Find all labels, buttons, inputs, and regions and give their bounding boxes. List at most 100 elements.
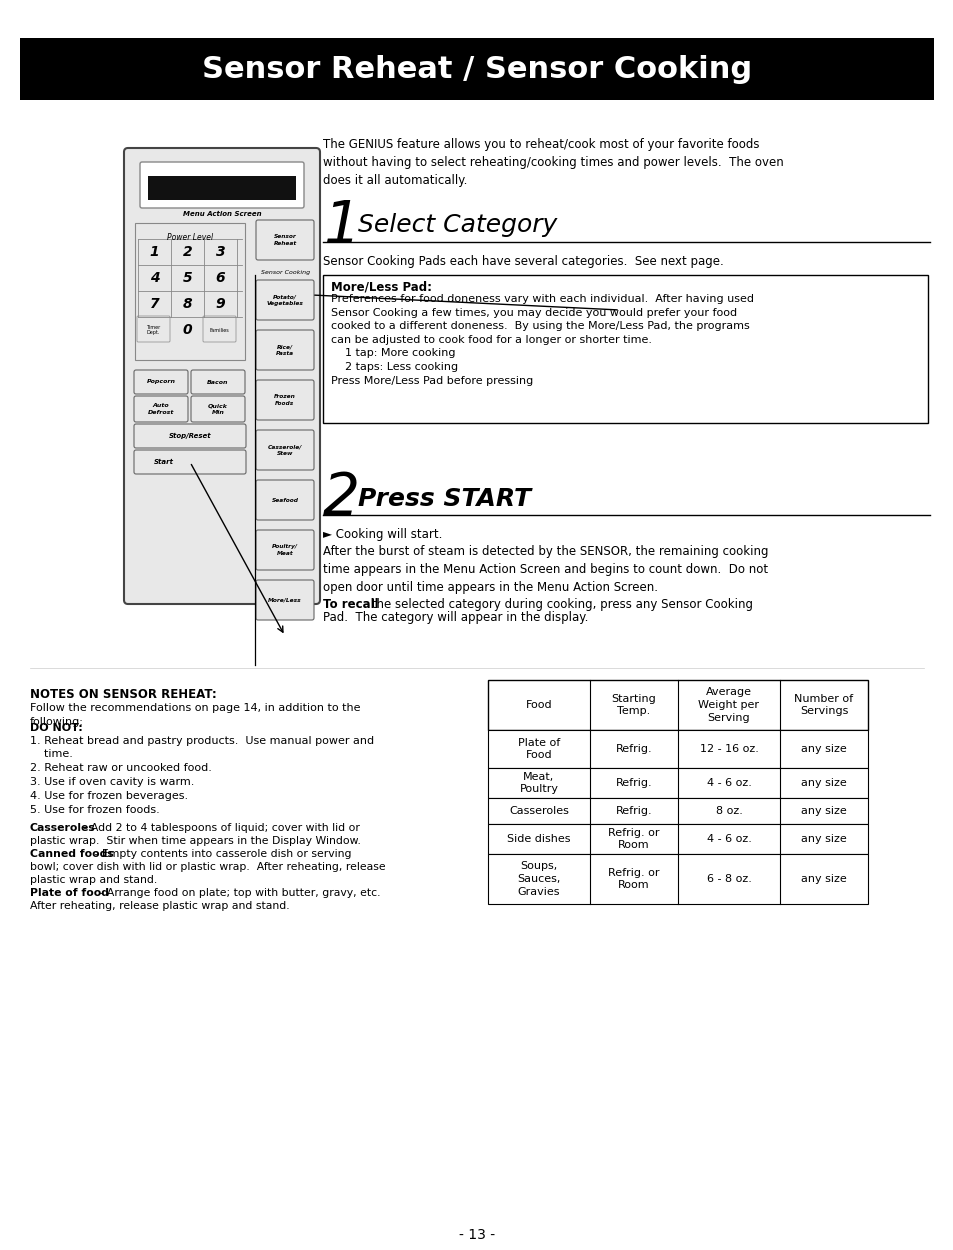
Text: - Add 2 to 4 tablespoons of liquid; cover with lid or: - Add 2 to 4 tablespoons of liquid; cove…	[80, 822, 360, 832]
Text: Refrig. or
Room: Refrig. or Room	[608, 867, 659, 890]
Text: After reheating, release plastic wrap and stand.: After reheating, release plastic wrap an…	[30, 901, 290, 911]
FancyBboxPatch shape	[137, 316, 170, 342]
Text: Seafood: Seafood	[272, 498, 298, 502]
Text: 4 - 6 oz.: 4 - 6 oz.	[706, 834, 751, 844]
Text: any size: any size	[801, 874, 846, 884]
Text: Pad.  The category will appear in the display.: Pad. The category will appear in the dis…	[323, 611, 588, 624]
Text: 1. Reheat bread and pastry products.  Use manual power and
    time.: 1. Reheat bread and pastry products. Use…	[30, 736, 374, 759]
Text: Popcorn: Popcorn	[147, 380, 175, 385]
Text: Sensor
Reheat: Sensor Reheat	[274, 235, 296, 245]
Text: Refrig.: Refrig.	[615, 744, 652, 754]
Text: The GENIUS feature allows you to reheat/cook most of your favorite foods
without: The GENIUS feature allows you to reheat/…	[323, 138, 783, 188]
Text: DO NOT:: DO NOT:	[30, 722, 83, 732]
Text: 9: 9	[215, 298, 225, 311]
Text: Sensor Cooking: Sensor Cooking	[261, 270, 311, 275]
Text: 1: 1	[150, 245, 159, 259]
FancyBboxPatch shape	[140, 162, 304, 208]
Text: 8: 8	[182, 298, 193, 311]
Text: Auto
Defrost: Auto Defrost	[148, 404, 174, 415]
Text: Follow the recommendations on page 14, in addition to the
following:: Follow the recommendations on page 14, i…	[30, 703, 360, 728]
Text: - 13 -: - 13 -	[458, 1228, 495, 1242]
Text: Potato/
Vegetables: Potato/ Vegetables	[266, 295, 303, 305]
Text: 2: 2	[182, 245, 193, 259]
FancyBboxPatch shape	[255, 280, 314, 320]
Text: Refrig.: Refrig.	[615, 806, 652, 816]
Bar	[148, 176, 295, 200]
FancyBboxPatch shape	[133, 370, 188, 394]
Text: any size: any size	[801, 834, 846, 844]
Text: 7: 7	[150, 298, 159, 311]
Text: After the burst of steam is detected by the SENSOR, the remaining cooking
time a: After the burst of steam is detected by …	[323, 545, 768, 594]
FancyBboxPatch shape	[133, 396, 188, 422]
FancyBboxPatch shape	[133, 450, 246, 474]
Bar	[488, 680, 867, 730]
Bar	[488, 854, 867, 904]
FancyBboxPatch shape	[255, 220, 314, 260]
Bar	[488, 768, 867, 798]
Text: 8 oz.: 8 oz.	[715, 806, 741, 816]
Text: 12 - 16 oz.: 12 - 16 oz.	[699, 744, 758, 754]
Text: Bacon: Bacon	[207, 380, 229, 385]
Text: More/Less Pad:: More/Less Pad:	[331, 281, 432, 294]
FancyBboxPatch shape	[191, 396, 245, 422]
Text: Power Level: Power Level	[167, 232, 213, 242]
FancyBboxPatch shape	[203, 316, 235, 342]
FancyBboxPatch shape	[255, 580, 314, 620]
Text: Quick
Min: Quick Min	[208, 404, 228, 415]
Text: Select Category: Select Category	[357, 213, 557, 238]
Text: 4: 4	[150, 271, 159, 285]
Text: 5. Use for frozen foods.: 5. Use for frozen foods.	[30, 805, 159, 815]
Text: Rice/
Pasta: Rice/ Pasta	[275, 345, 294, 355]
Text: 2. Reheat raw or uncooked food.: 2. Reheat raw or uncooked food.	[30, 762, 212, 772]
Text: Casseroles: Casseroles	[509, 806, 568, 816]
Bar	[323, 275, 927, 422]
Text: Timer
Dept.: Timer Dept.	[146, 325, 160, 335]
Text: Preferences for food doneness vary with each individual.  After having used
Sens: Preferences for food doneness vary with …	[331, 294, 753, 385]
Text: 5: 5	[182, 271, 193, 285]
Text: Number of
Servings: Number of Servings	[794, 694, 853, 716]
Text: Plate of
Food: Plate of Food	[517, 738, 559, 760]
Text: 4 - 6 oz.: 4 - 6 oz.	[706, 778, 751, 788]
FancyBboxPatch shape	[135, 222, 245, 360]
Text: any size: any size	[801, 744, 846, 754]
Text: To recall: To recall	[323, 598, 378, 611]
Text: NOTES ON SENSOR REHEAT:: NOTES ON SENSOR REHEAT:	[30, 688, 216, 701]
Text: Sensor Cooking Pads each have several categories.  See next page.: Sensor Cooking Pads each have several ca…	[323, 255, 723, 268]
Text: Starting
Temp.: Starting Temp.	[611, 694, 656, 716]
FancyBboxPatch shape	[191, 370, 245, 394]
Text: Meat,
Poultry: Meat, Poultry	[519, 771, 558, 795]
Text: ► Cooking will start.: ► Cooking will start.	[323, 528, 442, 541]
Text: Casseroles: Casseroles	[30, 822, 95, 832]
Text: plastic wrap.  Stir when time appears in the Display Window.: plastic wrap. Stir when time appears in …	[30, 836, 360, 846]
Text: More/Less: More/Less	[268, 598, 301, 602]
Text: Canned foods: Canned foods	[30, 849, 113, 859]
Text: Sensor Reheat / Sensor Cooking: Sensor Reheat / Sensor Cooking	[202, 55, 751, 84]
Text: Families: Families	[210, 328, 229, 332]
Text: 3. Use if oven cavity is warm.: 3. Use if oven cavity is warm.	[30, 778, 194, 788]
Text: 2: 2	[323, 470, 359, 528]
FancyBboxPatch shape	[133, 424, 246, 448]
Text: Stop/Reset: Stop/Reset	[169, 432, 212, 439]
Text: any size: any size	[801, 806, 846, 816]
FancyBboxPatch shape	[124, 148, 319, 604]
FancyBboxPatch shape	[255, 330, 314, 370]
FancyBboxPatch shape	[255, 530, 314, 570]
Text: Soups,
Sauces,
Gravies: Soups, Sauces, Gravies	[517, 861, 560, 896]
Text: Food: Food	[525, 700, 552, 710]
Text: 6 - 8 oz.: 6 - 8 oz.	[706, 874, 751, 884]
Text: Start: Start	[153, 459, 173, 465]
FancyBboxPatch shape	[255, 430, 314, 470]
Text: Press START: Press START	[357, 488, 531, 511]
Text: - Empty contents into casserole dish or serving: - Empty contents into casserole dish or …	[91, 849, 351, 859]
Text: Side dishes: Side dishes	[507, 834, 570, 844]
Text: Casserole/
Stew: Casserole/ Stew	[268, 445, 302, 455]
Text: Average
Weight per
Serving: Average Weight per Serving	[698, 688, 759, 722]
Text: the selected category during cooking, press any Sensor Cooking: the selected category during cooking, pr…	[367, 598, 752, 611]
Text: Frozen
Foods: Frozen Foods	[274, 395, 295, 405]
Text: bowl; cover dish with lid or plastic wrap.  After reheating, release: bowl; cover dish with lid or plastic wra…	[30, 862, 385, 872]
Text: 1: 1	[323, 198, 359, 255]
FancyBboxPatch shape	[255, 480, 314, 520]
Text: Refrig. or
Room: Refrig. or Room	[608, 828, 659, 850]
Text: Refrig.: Refrig.	[615, 778, 652, 788]
Text: Poultry/
Meat: Poultry/ Meat	[272, 545, 297, 555]
